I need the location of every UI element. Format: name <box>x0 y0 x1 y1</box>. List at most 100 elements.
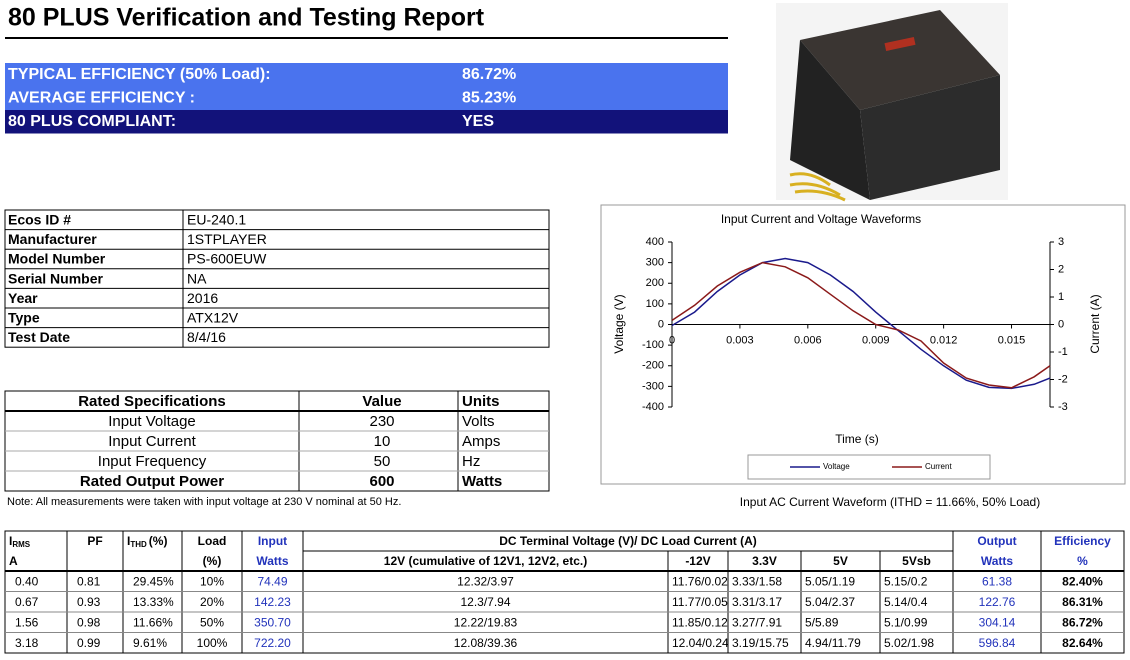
table-cell: 0.40 <box>15 574 39 588</box>
info-label: Manufacturer <box>8 231 97 247</box>
header-subscript: THD <box>130 540 147 549</box>
y-tick-label: 200 <box>646 277 664 289</box>
table-cell: 12.32/3.97 <box>457 574 514 588</box>
specs-cell: 10 <box>374 433 391 450</box>
table-cell: 5.05/1.19 <box>805 574 855 588</box>
column-header: ITHD (%) <box>127 534 167 549</box>
specs-cell: Watts <box>462 473 502 490</box>
summary-row <box>5 63 728 87</box>
info-label: Year <box>8 290 38 306</box>
column-header: 3.3V <box>752 554 777 568</box>
summary-row <box>5 110 728 134</box>
table-cell: 9.61% <box>133 636 167 650</box>
column-header: 5V <box>833 554 848 568</box>
column-header: IRMS <box>9 534 31 549</box>
product-photo <box>776 3 1008 202</box>
column-header: Load <box>198 534 227 548</box>
legend <box>747 454 991 480</box>
specs-cell: Volts <box>462 413 495 430</box>
table-cell: 29.45% <box>133 574 174 588</box>
y2-tick-label: 3 <box>1058 236 1064 248</box>
table-cell: 0.98 <box>77 615 101 629</box>
column-header: PF <box>87 534 102 548</box>
y-tick-label: -300 <box>642 380 664 392</box>
table-cell: 3.33/1.58 <box>732 574 782 588</box>
table-cell: 13.33% <box>133 595 174 609</box>
report-title: 80 PLUS Verification and Testing Report <box>8 4 485 32</box>
column-header: Watts <box>981 554 1014 568</box>
specs-cell: Input Frequency <box>98 453 207 470</box>
table-cell: 5.1/0.99 <box>884 615 928 629</box>
table-cell: 142.23 <box>254 595 291 609</box>
table-cell: 304.14 <box>979 615 1016 629</box>
legend-label: Current <box>925 462 952 471</box>
y-tick-label: 300 <box>646 257 664 269</box>
chart-caption: Input AC Current Waveform (ITHD = 11.66%… <box>740 495 1040 509</box>
column-header: Output <box>977 534 1016 548</box>
header-unit: (%) <box>149 534 168 548</box>
table-cell: 11.76/0.02 <box>672 574 728 588</box>
table-cell: 61.38 <box>982 574 1012 588</box>
info-value: 1STPLAYER <box>187 231 267 247</box>
summary-label: AVERAGE EFFICIENCY : <box>8 90 195 107</box>
y2-tick-label: -3 <box>1058 401 1068 413</box>
column-header: 12V (cumulative of 12V1, 12V2, etc.) <box>384 554 587 568</box>
legend-label: Voltage <box>823 462 850 471</box>
table-cell: 4.94/11.79 <box>805 636 861 650</box>
specs-cell: Hz <box>462 453 480 470</box>
specs-header: Rated Specifications <box>78 393 226 410</box>
table-cell: 0.93 <box>77 595 101 609</box>
header-symbol: I <box>127 534 130 548</box>
specs-table <box>4 390 550 492</box>
y-tick-label: 0 <box>658 318 664 330</box>
table-cell: 5.15/0.2 <box>884 574 928 588</box>
x-tick-label: 0.003 <box>726 334 754 346</box>
table-cell: 596.84 <box>979 636 1016 650</box>
summary-value: 86.72% <box>462 66 516 83</box>
table-cell: 12.3/7.94 <box>460 595 510 609</box>
table-cell: 3.27/7.91 <box>732 615 782 629</box>
specs-cell: Rated Output Power <box>80 473 224 490</box>
y-tick-label: -400 <box>642 401 664 413</box>
table-cell: 122.76 <box>979 595 1016 609</box>
table-cell: 82.40% <box>1062 574 1103 588</box>
table-cell: 50% <box>200 615 224 629</box>
column-header: Watts <box>256 554 289 568</box>
y2-tick-label: 2 <box>1058 263 1064 275</box>
y-tick-label: 100 <box>646 298 664 310</box>
table-cell: 11.66% <box>133 615 173 629</box>
info-value: PS-600EUW <box>187 251 267 267</box>
summary-value: YES <box>462 113 494 130</box>
table-cell: 20% <box>200 595 224 609</box>
note: Note: All measurements were taken with i… <box>7 496 401 508</box>
column-header: % <box>1077 554 1088 568</box>
info-value: EU-240.1 <box>187 212 246 228</box>
table-cell: 1.56 <box>15 615 39 629</box>
table-cell: 0.99 <box>77 636 101 650</box>
table-cell: 74.49 <box>257 574 287 588</box>
x-tick-label: 0.009 <box>862 334 890 346</box>
table-cell: 350.70 <box>254 615 291 629</box>
summary-value: 85.23% <box>462 90 516 107</box>
table-cell: 0.67 <box>15 595 39 609</box>
y2-tick-label: -1 <box>1058 346 1068 358</box>
column-header: DC Terminal Voltage (V)/ DC Load Current… <box>499 534 757 548</box>
table-cell: 12.04/0.24 <box>672 636 729 650</box>
table-cell: 86.72% <box>1062 615 1103 629</box>
y2-tick-label: 0 <box>1058 318 1064 330</box>
table-cell: 100% <box>197 636 228 650</box>
specs-cell: Amps <box>462 433 500 450</box>
x-tick-label: 0 <box>669 334 675 346</box>
y2-axis-label: Current (A) <box>1088 294 1102 353</box>
table-cell: 3.18 <box>15 636 39 650</box>
info-value: ATX12V <box>187 310 239 326</box>
specs-cell: Input Current <box>108 433 196 450</box>
info-label: Type <box>8 310 40 326</box>
y2-tick-label: -2 <box>1058 373 1068 385</box>
table-cell: 5/5.89 <box>805 615 839 629</box>
column-header: A <box>9 554 18 568</box>
info-label: Ecos ID # <box>8 212 71 228</box>
table-cell: 722.20 <box>254 636 291 650</box>
table-cell: 5.02/1.98 <box>884 636 934 650</box>
